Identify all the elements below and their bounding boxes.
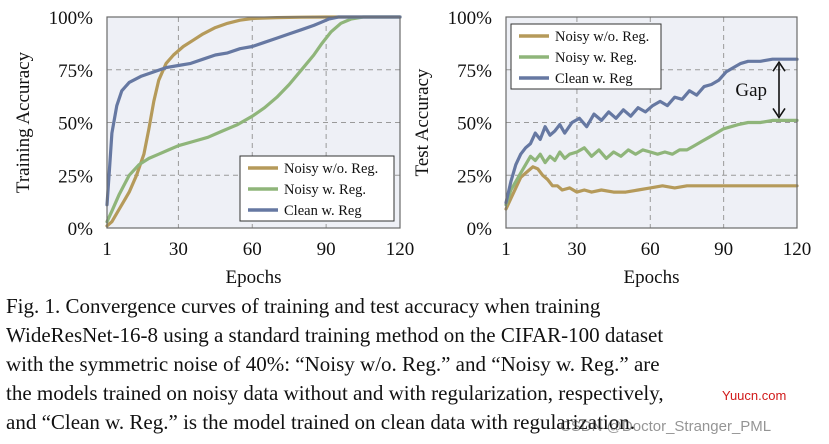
y-tick-label: 0% (68, 219, 94, 240)
series-line (105, 15, 402, 224)
series-line (504, 165, 799, 211)
caption-line-1: Fig. 1. Convergence curves of training a… (6, 294, 601, 318)
credit-watermark: CSDN @Doctor_Stranger_PML (560, 418, 772, 435)
figure-canvas: 1 30 60 90 120 0% 25% 50% 75% 100% Epochs Training … (13, 8, 811, 288)
x-tick-label: 120 (783, 239, 812, 260)
caption-line-3: with the symmetric noise of 40%: “Noisy … (6, 352, 660, 376)
legend-entry: Noisy w. Reg. (284, 182, 366, 198)
site-watermark: Yuucn.com (722, 388, 787, 403)
chart-panel-left: 1 30 60 90 120 0% 25% 50% 75% 100% Epochs Training … (13, 8, 414, 288)
legend: Noisy w/o. Reg. Noisy w. Reg. Clean w. Reg (510, 23, 662, 90)
gap-arrow-head-up (772, 60, 786, 72)
caption-line-5: and “Clean w. Reg.” is the model trained… (6, 410, 635, 434)
y-tick-label: 25% (58, 166, 93, 187)
caption-line-4: the models trained on noisy data without… (6, 381, 664, 405)
legend-entry: Clean w. Reg (284, 203, 362, 219)
x-tick-label: 90 (317, 239, 336, 260)
legend: Noisy w/o. Reg. Noisy w. Reg. Clean w. Reg (239, 155, 395, 222)
x-tick-label: 30 (567, 239, 586, 260)
legend-entry: Noisy w/o. Reg. (555, 29, 649, 45)
series-line (504, 57, 799, 205)
series-line (105, 15, 402, 207)
y-tick-label: 50% (58, 114, 93, 135)
x-axis-label: Epochs (624, 267, 680, 288)
gap-arrow-head-down (772, 107, 786, 119)
y-tick-label: 0% (467, 219, 493, 240)
caption-line-2: WideResNet-16-8 using a standard trainin… (6, 323, 664, 347)
y-tick-label: 50% (457, 114, 492, 135)
gap-annotation: Gap (735, 60, 786, 119)
x-tick-label: 1 (102, 239, 112, 260)
legend-entry: Clean w. Reg (555, 71, 633, 87)
legend-entry: Noisy w/o. Reg. (284, 161, 378, 177)
plot-frame (505, 16, 798, 229)
x-tick-label: 120 (386, 239, 415, 260)
y-tick-label: 25% (457, 166, 492, 187)
chart-panel-right: 1 30 60 90 120 0% 25% 50% 75% 100% Epochs Test Accu… (412, 8, 811, 288)
series-line (504, 118, 799, 207)
y-axis-label: Training Accuracy (13, 51, 34, 193)
y-tick-label: 75% (457, 61, 492, 82)
x-tick-label: 30 (169, 239, 188, 260)
x-tick-label: 90 (714, 239, 733, 260)
y-tick-label: 75% (58, 61, 93, 82)
x-axis-label: Epochs (226, 267, 282, 288)
y-axis-label: Test Accuracy (412, 68, 433, 176)
x-tick-label: 1 (501, 239, 511, 260)
x-tick-label: 60 (243, 239, 262, 260)
y-tick-label: 100% (49, 8, 94, 29)
gap-label: Gap (735, 80, 767, 101)
figure-caption: Fig. 1. Convergence curves of training a… (6, 292, 818, 437)
y-tick-label: 100% (448, 8, 493, 29)
plot-frame (106, 16, 401, 229)
legend-entry: Noisy w. Reg. (555, 50, 637, 66)
x-tick-label: 60 (641, 239, 660, 260)
